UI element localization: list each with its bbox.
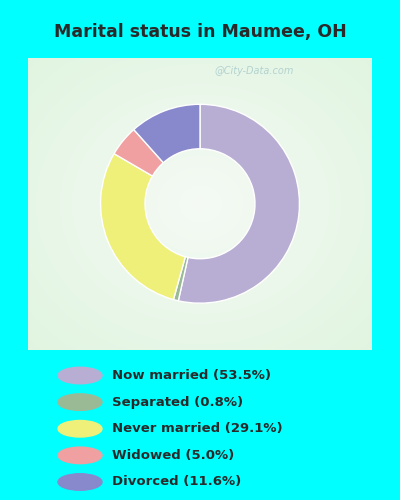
Wedge shape	[134, 104, 200, 162]
Text: Now married (53.5%): Now married (53.5%)	[112, 369, 271, 382]
Wedge shape	[178, 104, 300, 303]
Text: Widowed (5.0%): Widowed (5.0%)	[112, 449, 234, 462]
Circle shape	[58, 367, 102, 384]
Circle shape	[58, 474, 102, 490]
Circle shape	[58, 394, 102, 410]
Wedge shape	[114, 130, 163, 176]
Text: Separated (0.8%): Separated (0.8%)	[112, 396, 243, 408]
Text: Divorced (11.6%): Divorced (11.6%)	[112, 476, 241, 488]
Wedge shape	[100, 154, 185, 300]
Wedge shape	[174, 256, 188, 301]
Circle shape	[58, 420, 102, 437]
Circle shape	[58, 447, 102, 464]
Text: @City-Data.com: @City-Data.com	[214, 66, 294, 76]
Text: Never married (29.1%): Never married (29.1%)	[112, 422, 283, 435]
Text: Marital status in Maumee, OH: Marital status in Maumee, OH	[54, 22, 346, 40]
